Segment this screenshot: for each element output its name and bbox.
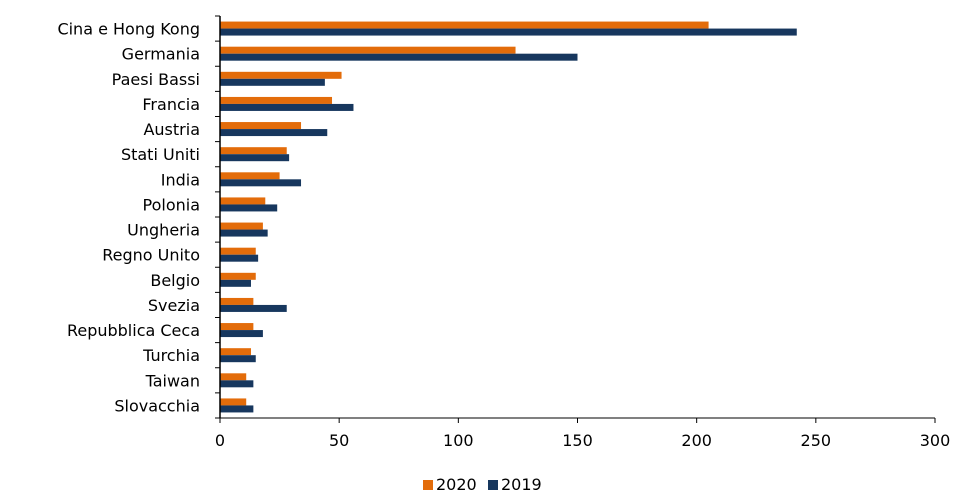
bar-2020-6	[220, 172, 280, 180]
bar-2019-6	[220, 179, 302, 187]
bar-2020-5	[220, 147, 287, 155]
x-tick-label: 50	[329, 431, 349, 450]
bar-2019-0	[220, 28, 797, 36]
bar-2019-15	[220, 405, 254, 413]
bar-2020-3	[220, 96, 333, 104]
category-label: Cina e Hong Kong	[57, 20, 200, 39]
bar-2019-7	[220, 204, 278, 212]
x-tick-label: 150	[562, 431, 593, 450]
category-label: Francia	[142, 95, 200, 114]
x-tick-label: 0	[215, 431, 225, 450]
bar-2020-0	[220, 21, 709, 29]
bar-2020-2	[220, 71, 342, 79]
x-tick-label: 250	[801, 431, 832, 450]
category-label: Paesi Bassi	[112, 70, 200, 89]
x-tick-label: 100	[443, 431, 474, 450]
bar-2020-7	[220, 197, 266, 205]
bar-2019-1	[220, 53, 578, 61]
bar-2020-15	[220, 398, 247, 406]
category-label: Slovacchia	[114, 396, 200, 415]
bar-2019-10	[220, 279, 251, 287]
bar-2020-12	[220, 323, 254, 331]
bar-2020-4	[220, 122, 302, 130]
bar-2019-4	[220, 129, 328, 137]
category-label: Ungheria	[127, 221, 200, 240]
x-tick-label: 300	[920, 431, 951, 450]
bar-2019-3	[220, 103, 354, 111]
x-tick-labels: 0 50 100 150 200 250 300	[215, 431, 950, 450]
legend: 2020 2019	[423, 475, 542, 494]
category-labels: Cina e Hong Kong Germania Paesi Bassi Franc…	[57, 20, 200, 416]
category-label: Regno Unito	[102, 246, 200, 265]
bar-2019-14	[220, 380, 254, 388]
bar-2020-9	[220, 247, 256, 255]
bar-2019-11	[220, 304, 287, 312]
category-label: Austria	[143, 120, 200, 139]
bar-2019-13	[220, 355, 256, 363]
category-label: Taiwan	[145, 371, 200, 390]
bar-2019-5	[220, 154, 290, 162]
bar-2019-9	[220, 254, 259, 262]
legend-swatch-2019	[488, 480, 498, 490]
bar-2019-8	[220, 229, 268, 237]
bar-2019-2	[220, 78, 325, 86]
x-tick-label: 200	[681, 431, 712, 450]
category-label: Polonia	[143, 195, 201, 214]
axes	[215, 15, 936, 423]
bar-2020-1	[220, 46, 516, 54]
category-label: Belgio	[150, 271, 200, 290]
category-label: Repubblica Ceca	[67, 321, 200, 340]
bar-2019-12	[220, 330, 263, 338]
legend-swatch-2020	[423, 480, 433, 490]
bar-2020-10	[220, 272, 256, 280]
bar-2020-14	[220, 373, 247, 381]
category-label: India	[161, 170, 200, 189]
category-label: Svezia	[148, 296, 200, 315]
legend-label: 2019	[501, 475, 542, 494]
legend-label: 2020	[436, 475, 477, 494]
category-label: Stati Uniti	[121, 145, 200, 164]
bar-2020-11	[220, 297, 254, 305]
bar-2020-8	[220, 222, 263, 230]
bar-2020-13	[220, 348, 251, 356]
category-label: Germania	[122, 45, 200, 64]
bars-layer	[220, 21, 797, 413]
category-label: Turchia	[142, 346, 200, 365]
